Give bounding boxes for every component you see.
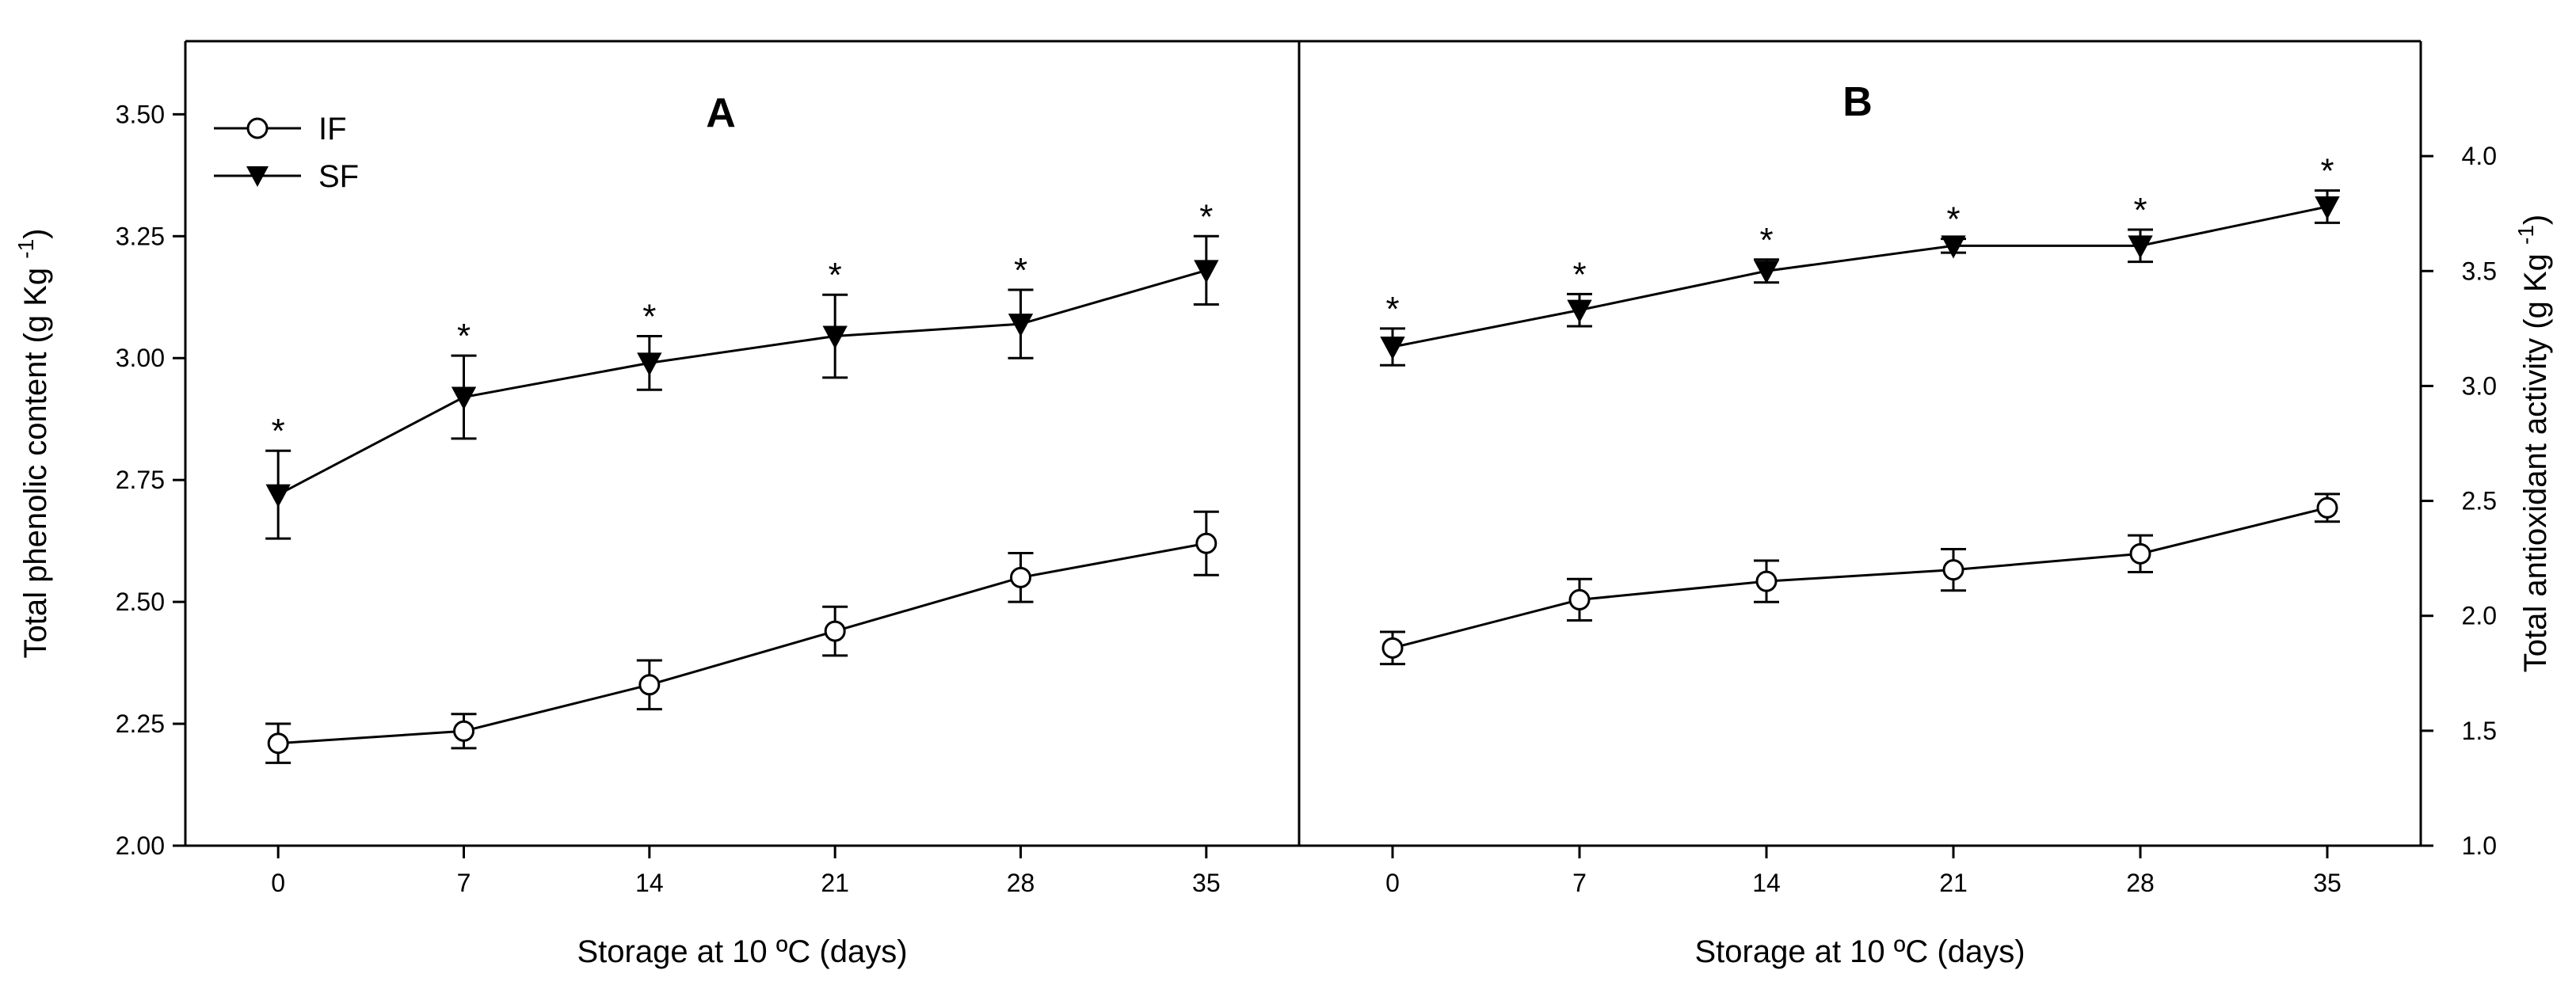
panel-a-x-tick-label: 7 xyxy=(457,869,471,897)
panel-a-y-tick-label: 2.25 xyxy=(116,709,165,738)
panel-a-y-tick-label: 2.00 xyxy=(116,831,165,860)
panel-b-series-if-point xyxy=(1381,637,1404,659)
panel-b-series-sf-significance-label: * xyxy=(1385,290,1399,329)
panel-a-y-tick-label: 2.75 xyxy=(116,466,165,494)
panel-a-y-tick-label: 3.25 xyxy=(116,222,165,250)
panel-b-series-if-point xyxy=(2316,496,2338,519)
panel-a-series-sf-point xyxy=(451,386,477,410)
panel-b-y-axis-title: Total antioxidant activity (g Kg -1) xyxy=(2513,215,2553,673)
panel-a-series-sf-significance-label: * xyxy=(642,298,656,337)
panel-a-x-tick-label: 28 xyxy=(1007,869,1035,897)
panel-b-y-tick-label: 1.5 xyxy=(2462,717,2497,745)
panel-b-series-if-point xyxy=(1568,588,1591,611)
panel-a-series-sf-point xyxy=(1008,314,1034,337)
panel-a-series-sf-significance-label: * xyxy=(1199,197,1213,236)
panel-a-series-sf-line xyxy=(277,268,1207,496)
panel-b-series-sf-point xyxy=(2128,235,2153,259)
panel-b-title: B xyxy=(1842,79,1873,125)
legend-sf-marker xyxy=(246,166,269,187)
panel-a-x-axis-title: Storage at 10 ºC (days) xyxy=(577,934,907,969)
panel-a-title: A xyxy=(706,90,736,136)
legend-if-label: IF xyxy=(318,112,347,146)
panel-b-series-if-line xyxy=(1392,506,2328,649)
panel-a-series-if-point xyxy=(638,674,661,696)
panel-b-x-tick-label: 35 xyxy=(2313,869,2342,897)
panel-b-series-sf-significance-label: * xyxy=(1946,200,1960,239)
panel-b-y-tick-label: 2.0 xyxy=(2462,602,2497,630)
panel-b-y-tick-label: 4.0 xyxy=(2462,142,2497,170)
panel-a-series-sf-significance-label: * xyxy=(829,256,842,295)
panel-b-series-sf-significance-label: * xyxy=(1572,255,1586,294)
panel-a-x-tick-label: 14 xyxy=(635,869,664,897)
panel-a-y-tick-label: 3.50 xyxy=(116,100,165,128)
panel-b-series-sf-line xyxy=(1392,205,2328,348)
panel-b-x-tick-label: 28 xyxy=(2126,869,2155,897)
panel-a-series-if-point xyxy=(453,720,474,742)
panel-a-x-tick-label: 21 xyxy=(821,869,849,897)
legend-sf-label: SF xyxy=(318,159,359,194)
panel-a-series-if-point xyxy=(824,620,846,642)
panel-b-y-tick-label: 3.5 xyxy=(2462,257,2497,285)
panel-a-series-sf-point xyxy=(1194,260,1219,283)
panel-b-x-tick-label: 14 xyxy=(1752,869,1781,897)
panel-b-series-sf-significance-label: * xyxy=(2320,152,2334,191)
panel-b-x-axis-title: Storage at 10 ºC (days) xyxy=(1694,934,2025,969)
panel-a-series-sf-point xyxy=(822,325,848,349)
panel-a-y-tick-label: 2.50 xyxy=(116,588,165,616)
panel-a-series-sf-point xyxy=(265,484,291,508)
panel-b-y-tick-label: 3.0 xyxy=(2462,371,2497,400)
panel-a-y-axis-title: Total phenolic content (g Kg -1) xyxy=(13,229,53,659)
legend-if-marker xyxy=(246,117,269,139)
panel-a-series-if-point xyxy=(1010,566,1031,588)
panel-a-x-tick-label: 0 xyxy=(271,869,285,897)
panel-b-series-sf-point xyxy=(1941,235,1966,259)
panel-b-series-if-point xyxy=(2129,542,2151,565)
panel-a-series-if-point xyxy=(1195,532,1218,554)
panel-a-y-tick-label: 3.00 xyxy=(116,344,165,372)
panel-a-series-sf-significance-label: * xyxy=(457,317,471,356)
panel-a-series-sf-significance-label: * xyxy=(272,412,285,451)
panel-a-series-if-point xyxy=(267,732,289,755)
panel-a-x-tick-label: 35 xyxy=(1192,869,1221,897)
panel-b-y-tick-label: 1.0 xyxy=(2462,831,2497,860)
panel-b-series-if-point xyxy=(1755,570,1778,592)
panel-b-series-sf-significance-label: * xyxy=(2133,191,2147,230)
panel-b-x-tick-label: 0 xyxy=(1385,869,1400,897)
panel-b-x-tick-label: 7 xyxy=(1572,869,1587,897)
panel-b-series-sf-point xyxy=(1754,261,1779,284)
panel-b-series-sf-point xyxy=(1380,337,1405,360)
panel-b-series-sf-point xyxy=(2315,196,2340,220)
panel-a-series-if-line xyxy=(278,542,1207,745)
panel-a-series-sf-point xyxy=(637,352,662,376)
panel-a-series-sf-significance-label: * xyxy=(1014,251,1027,290)
panel-b-series-if-point xyxy=(1942,559,1964,581)
panel-b-x-tick-label: 21 xyxy=(1939,869,1968,897)
panel-b-series-sf-point xyxy=(1567,299,1592,323)
panel-b-series-sf-significance-label: * xyxy=(1759,221,1773,260)
panel-b-y-tick-label: 2.5 xyxy=(2462,487,2497,515)
